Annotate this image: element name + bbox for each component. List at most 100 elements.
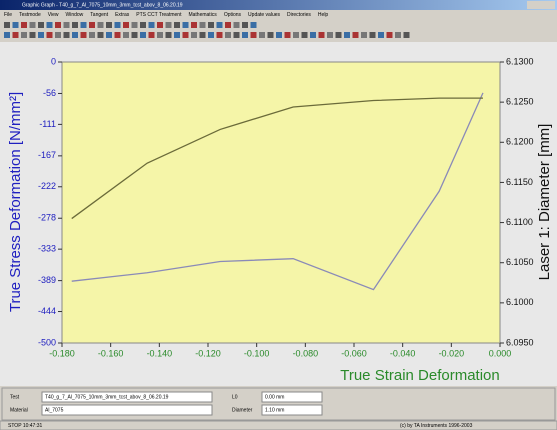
tool-button[interactable] bbox=[29, 22, 36, 28]
tool-button[interactable] bbox=[21, 22, 27, 28]
tool-button[interactable] bbox=[369, 32, 376, 38]
tool-button[interactable] bbox=[46, 22, 53, 28]
tool-button[interactable] bbox=[344, 32, 350, 38]
tool-button[interactable] bbox=[310, 32, 316, 38]
tool-button[interactable] bbox=[386, 32, 393, 38]
tool-button[interactable] bbox=[395, 32, 401, 38]
tool-button[interactable] bbox=[97, 22, 104, 28]
tool-button[interactable] bbox=[140, 32, 146, 38]
tool-button[interactable] bbox=[352, 32, 359, 38]
tool-button[interactable] bbox=[148, 22, 155, 28]
tool-button[interactable] bbox=[72, 22, 78, 28]
tool-button[interactable] bbox=[165, 32, 172, 38]
tool-button[interactable] bbox=[97, 32, 104, 38]
tool-button[interactable] bbox=[327, 32, 333, 38]
tool-button[interactable] bbox=[318, 32, 325, 38]
tool-button[interactable] bbox=[55, 22, 61, 28]
tool-button[interactable] bbox=[165, 22, 172, 28]
tool-button[interactable] bbox=[38, 32, 44, 38]
tool-button[interactable] bbox=[301, 32, 308, 38]
tool-button[interactable] bbox=[250, 22, 257, 28]
tool-button[interactable] bbox=[4, 22, 10, 28]
y2-tick-label: 6.1150 bbox=[506, 177, 533, 187]
tool-button[interactable] bbox=[284, 32, 291, 38]
info-label: L0 bbox=[232, 394, 238, 400]
tool-button[interactable] bbox=[191, 32, 197, 38]
y-tick-label: -278 bbox=[38, 213, 56, 223]
menu-item[interactable]: View bbox=[48, 12, 59, 18]
tool-button[interactable] bbox=[182, 32, 189, 38]
tool-button[interactable] bbox=[29, 32, 36, 38]
tool-button[interactable] bbox=[123, 22, 129, 28]
tool-button[interactable] bbox=[182, 22, 189, 28]
tool-button[interactable] bbox=[199, 32, 206, 38]
tool-button[interactable] bbox=[225, 22, 231, 28]
menu-item[interactable]: Extras bbox=[115, 12, 130, 18]
tool-button[interactable] bbox=[80, 22, 87, 28]
tool-button[interactable] bbox=[403, 32, 410, 38]
menu-item[interactable]: Directories bbox=[287, 12, 311, 18]
tool-button[interactable] bbox=[199, 22, 206, 28]
tool-button[interactable] bbox=[293, 32, 299, 38]
tool-button[interactable] bbox=[4, 32, 10, 38]
tool-button[interactable] bbox=[123, 32, 129, 38]
y2-tick-label: 6.1250 bbox=[506, 97, 534, 107]
tool-button[interactable] bbox=[174, 32, 180, 38]
tool-button[interactable] bbox=[114, 32, 121, 38]
tool-button[interactable] bbox=[174, 22, 180, 28]
y2-tick-label: 6.1300 bbox=[506, 56, 534, 66]
tool-button[interactable] bbox=[131, 32, 138, 38]
tool-button[interactable] bbox=[12, 22, 19, 28]
menu-item[interactable]: Options bbox=[224, 12, 242, 18]
series-line bbox=[71, 92, 484, 291]
tool-button[interactable] bbox=[259, 32, 265, 38]
tool-button[interactable] bbox=[38, 22, 44, 28]
tool-button[interactable] bbox=[106, 32, 112, 38]
toolbar bbox=[0, 19, 557, 41]
tool-button[interactable] bbox=[276, 32, 282, 38]
menu-item[interactable]: Update values bbox=[248, 12, 280, 18]
tool-button[interactable] bbox=[233, 22, 240, 28]
tool-button[interactable] bbox=[148, 32, 155, 38]
tool-button[interactable] bbox=[361, 32, 367, 38]
tool-button[interactable] bbox=[267, 32, 274, 38]
tool-button[interactable] bbox=[216, 32, 223, 38]
menu-item[interactable]: Window bbox=[66, 12, 84, 18]
tool-button[interactable] bbox=[55, 32, 61, 38]
menu-item[interactable]: Mathematics bbox=[188, 12, 217, 18]
menu-item[interactable]: Tangent bbox=[90, 12, 108, 18]
y2-tick-label: 6.0950 bbox=[506, 337, 534, 347]
menu-item[interactable]: PTS CCT Treatment bbox=[136, 12, 182, 18]
tool-button[interactable] bbox=[63, 22, 70, 28]
tool-button[interactable] bbox=[106, 22, 112, 28]
tool-button[interactable] bbox=[208, 22, 214, 28]
tool-button[interactable] bbox=[242, 22, 248, 28]
tool-button[interactable] bbox=[378, 32, 384, 38]
tool-button[interactable] bbox=[63, 32, 70, 38]
tool-button[interactable] bbox=[12, 32, 19, 38]
tool-button[interactable] bbox=[208, 32, 214, 38]
tool-button[interactable] bbox=[89, 22, 95, 28]
tool-button[interactable] bbox=[46, 32, 53, 38]
menu-item[interactable]: Help bbox=[318, 12, 329, 18]
tool-button[interactable] bbox=[140, 22, 146, 28]
tool-button[interactable] bbox=[157, 22, 163, 28]
tool-button[interactable] bbox=[131, 22, 138, 28]
tool-button[interactable] bbox=[191, 22, 197, 28]
menu-item[interactable]: File bbox=[4, 12, 12, 18]
window-buttons[interactable] bbox=[527, 1, 555, 9]
x-tick-label: -0.120 bbox=[195, 348, 221, 358]
tool-button[interactable] bbox=[80, 32, 87, 38]
tool-button[interactable] bbox=[242, 32, 248, 38]
tool-button[interactable] bbox=[233, 32, 240, 38]
tool-button[interactable] bbox=[250, 32, 257, 38]
tool-button[interactable] bbox=[157, 32, 163, 38]
tool-button[interactable] bbox=[114, 22, 121, 28]
tool-button[interactable] bbox=[216, 22, 223, 28]
tool-button[interactable] bbox=[21, 32, 27, 38]
tool-button[interactable] bbox=[89, 32, 95, 38]
tool-button[interactable] bbox=[72, 32, 78, 38]
tool-button[interactable] bbox=[225, 32, 231, 38]
tool-button[interactable] bbox=[335, 32, 342, 38]
menu-item[interactable]: Testmode bbox=[19, 12, 41, 18]
